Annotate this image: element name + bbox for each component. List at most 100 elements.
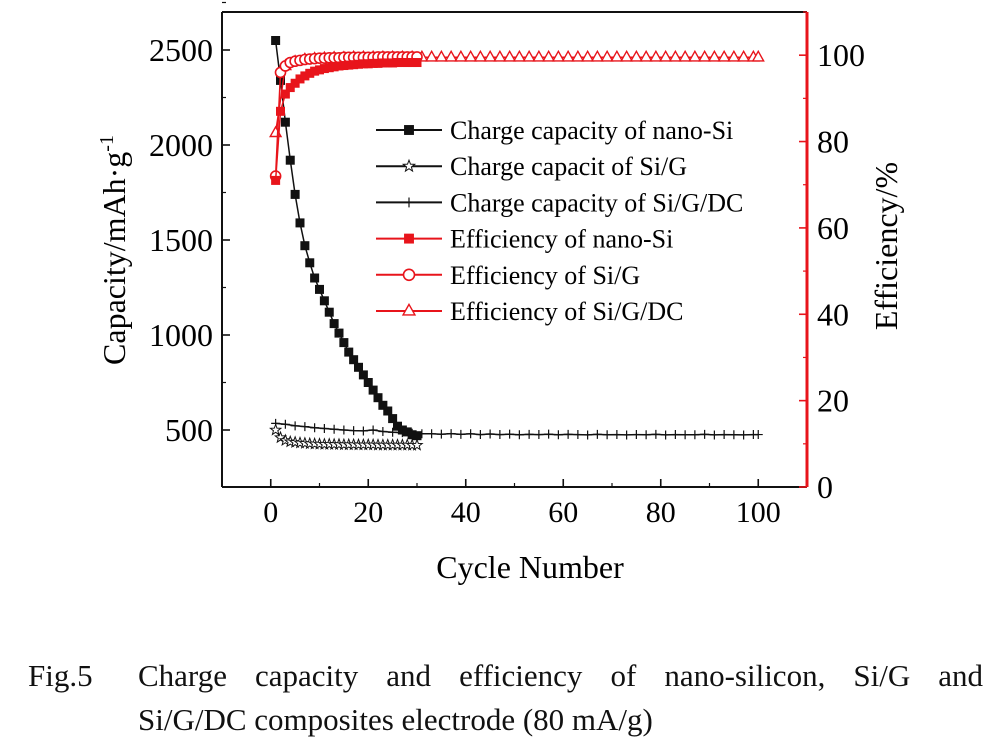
data-point [402, 427, 412, 437]
chart: 0 20 40 60 80 100 500 1000 1500 2000 2500 0 20 40 60 80… [96, 1, 904, 585]
data-point [388, 414, 398, 424]
x-tick-label: 20 [353, 496, 383, 529]
data-point [363, 378, 373, 387]
data-point [383, 406, 393, 416]
data-point [373, 58, 383, 68]
data-point [300, 241, 310, 251]
legend-label: Efficiency of Si/G [450, 261, 640, 290]
data-point [319, 423, 329, 433]
legend-item: Efficiency of Si/G/DC [376, 297, 683, 326]
caption-line-1: Charge capacity and efficiency of nano-s… [138, 658, 983, 693]
data-point [269, 423, 283, 436]
data-point [532, 49, 546, 62]
data-point [524, 429, 534, 439]
data-point [285, 83, 295, 93]
data-point [402, 58, 412, 68]
data-point [310, 423, 320, 433]
data-point [305, 258, 315, 268]
data-point [629, 49, 643, 62]
y2-tick-label: 80 [817, 124, 849, 160]
data-point [295, 218, 305, 228]
data-point [315, 284, 324, 294]
y-tick-label: 2000 [149, 127, 213, 163]
x-tick-label: 80 [646, 496, 676, 529]
data-point [354, 59, 363, 69]
data-point [571, 49, 585, 62]
data-point [659, 49, 673, 62]
x-tick-label: 0 [263, 496, 278, 529]
data-point [717, 49, 731, 62]
legend-marker [402, 268, 416, 282]
legend-label: Efficiency of nano-Si [450, 225, 673, 254]
data-point [651, 429, 661, 439]
data-point [310, 66, 320, 76]
legend-marker [401, 302, 417, 316]
legend-item: Efficiency of nano-Si [376, 225, 673, 254]
data-point [363, 59, 373, 69]
data-point [324, 63, 334, 73]
data-point [542, 49, 556, 62]
data-point [412, 58, 422, 68]
data-point [729, 430, 739, 440]
data-point [495, 430, 505, 440]
legend-item: Charge capacity of Si/G/DC [376, 188, 743, 217]
data-point [610, 49, 624, 62]
data-point [339, 61, 349, 71]
data-point [512, 49, 526, 62]
data-point [315, 65, 324, 75]
data-point [434, 49, 448, 62]
data-point [464, 49, 478, 62]
data-point [319, 64, 329, 74]
data-point [388, 427, 398, 437]
data-point [707, 49, 721, 62]
data-point [522, 49, 536, 62]
data-point [407, 58, 417, 68]
caption-line-2: Si/G/DC composites electrode (80 mA/g) [138, 702, 653, 737]
data-point [700, 429, 710, 439]
data-point [631, 430, 641, 440]
y-axis-label-superscript: -1 [96, 135, 118, 152]
data-point [273, 430, 288, 444]
data-point [290, 421, 300, 431]
data-point [373, 393, 383, 403]
legend-label: Charge capacity of Si/G/DC [450, 188, 743, 217]
y2-tick-label: 0 [817, 469, 833, 505]
y2-tick-label: 60 [817, 210, 849, 246]
data-point [397, 425, 407, 435]
x-tick-label: 100 [736, 496, 781, 529]
x-axis-label: Cycle Number [436, 549, 624, 585]
data-point [737, 49, 751, 62]
legend: Charge capacity of nano-Si Charge capacit… [376, 116, 743, 326]
y2-tick-label: 20 [817, 383, 849, 419]
data-point [514, 430, 524, 440]
series-1 [271, 36, 422, 441]
data-point [271, 175, 281, 185]
data-point [505, 429, 515, 439]
y-tick-label: 1000 [149, 317, 213, 353]
data-point [300, 422, 310, 432]
y2-tick-label: 40 [817, 296, 849, 332]
data-point [334, 61, 344, 71]
data-point [407, 430, 417, 440]
series-4 [271, 58, 422, 185]
data-point [688, 49, 702, 62]
data-point [349, 426, 359, 436]
data-point [300, 71, 310, 81]
data-point [285, 155, 295, 165]
data-point [271, 36, 281, 45]
data-point [668, 49, 682, 62]
data-point [534, 430, 544, 440]
data-point [573, 430, 583, 440]
data-point [483, 49, 497, 62]
data-point [639, 49, 653, 62]
data-point [709, 430, 719, 440]
data-point [339, 425, 349, 435]
data-point [454, 49, 468, 62]
y-tick-label: 2500 [149, 32, 213, 68]
data-point [753, 430, 763, 440]
data-point [378, 58, 388, 68]
plot-series [269, 36, 765, 451]
data-point [378, 427, 388, 437]
data-point [378, 400, 388, 410]
data-point [485, 429, 495, 439]
